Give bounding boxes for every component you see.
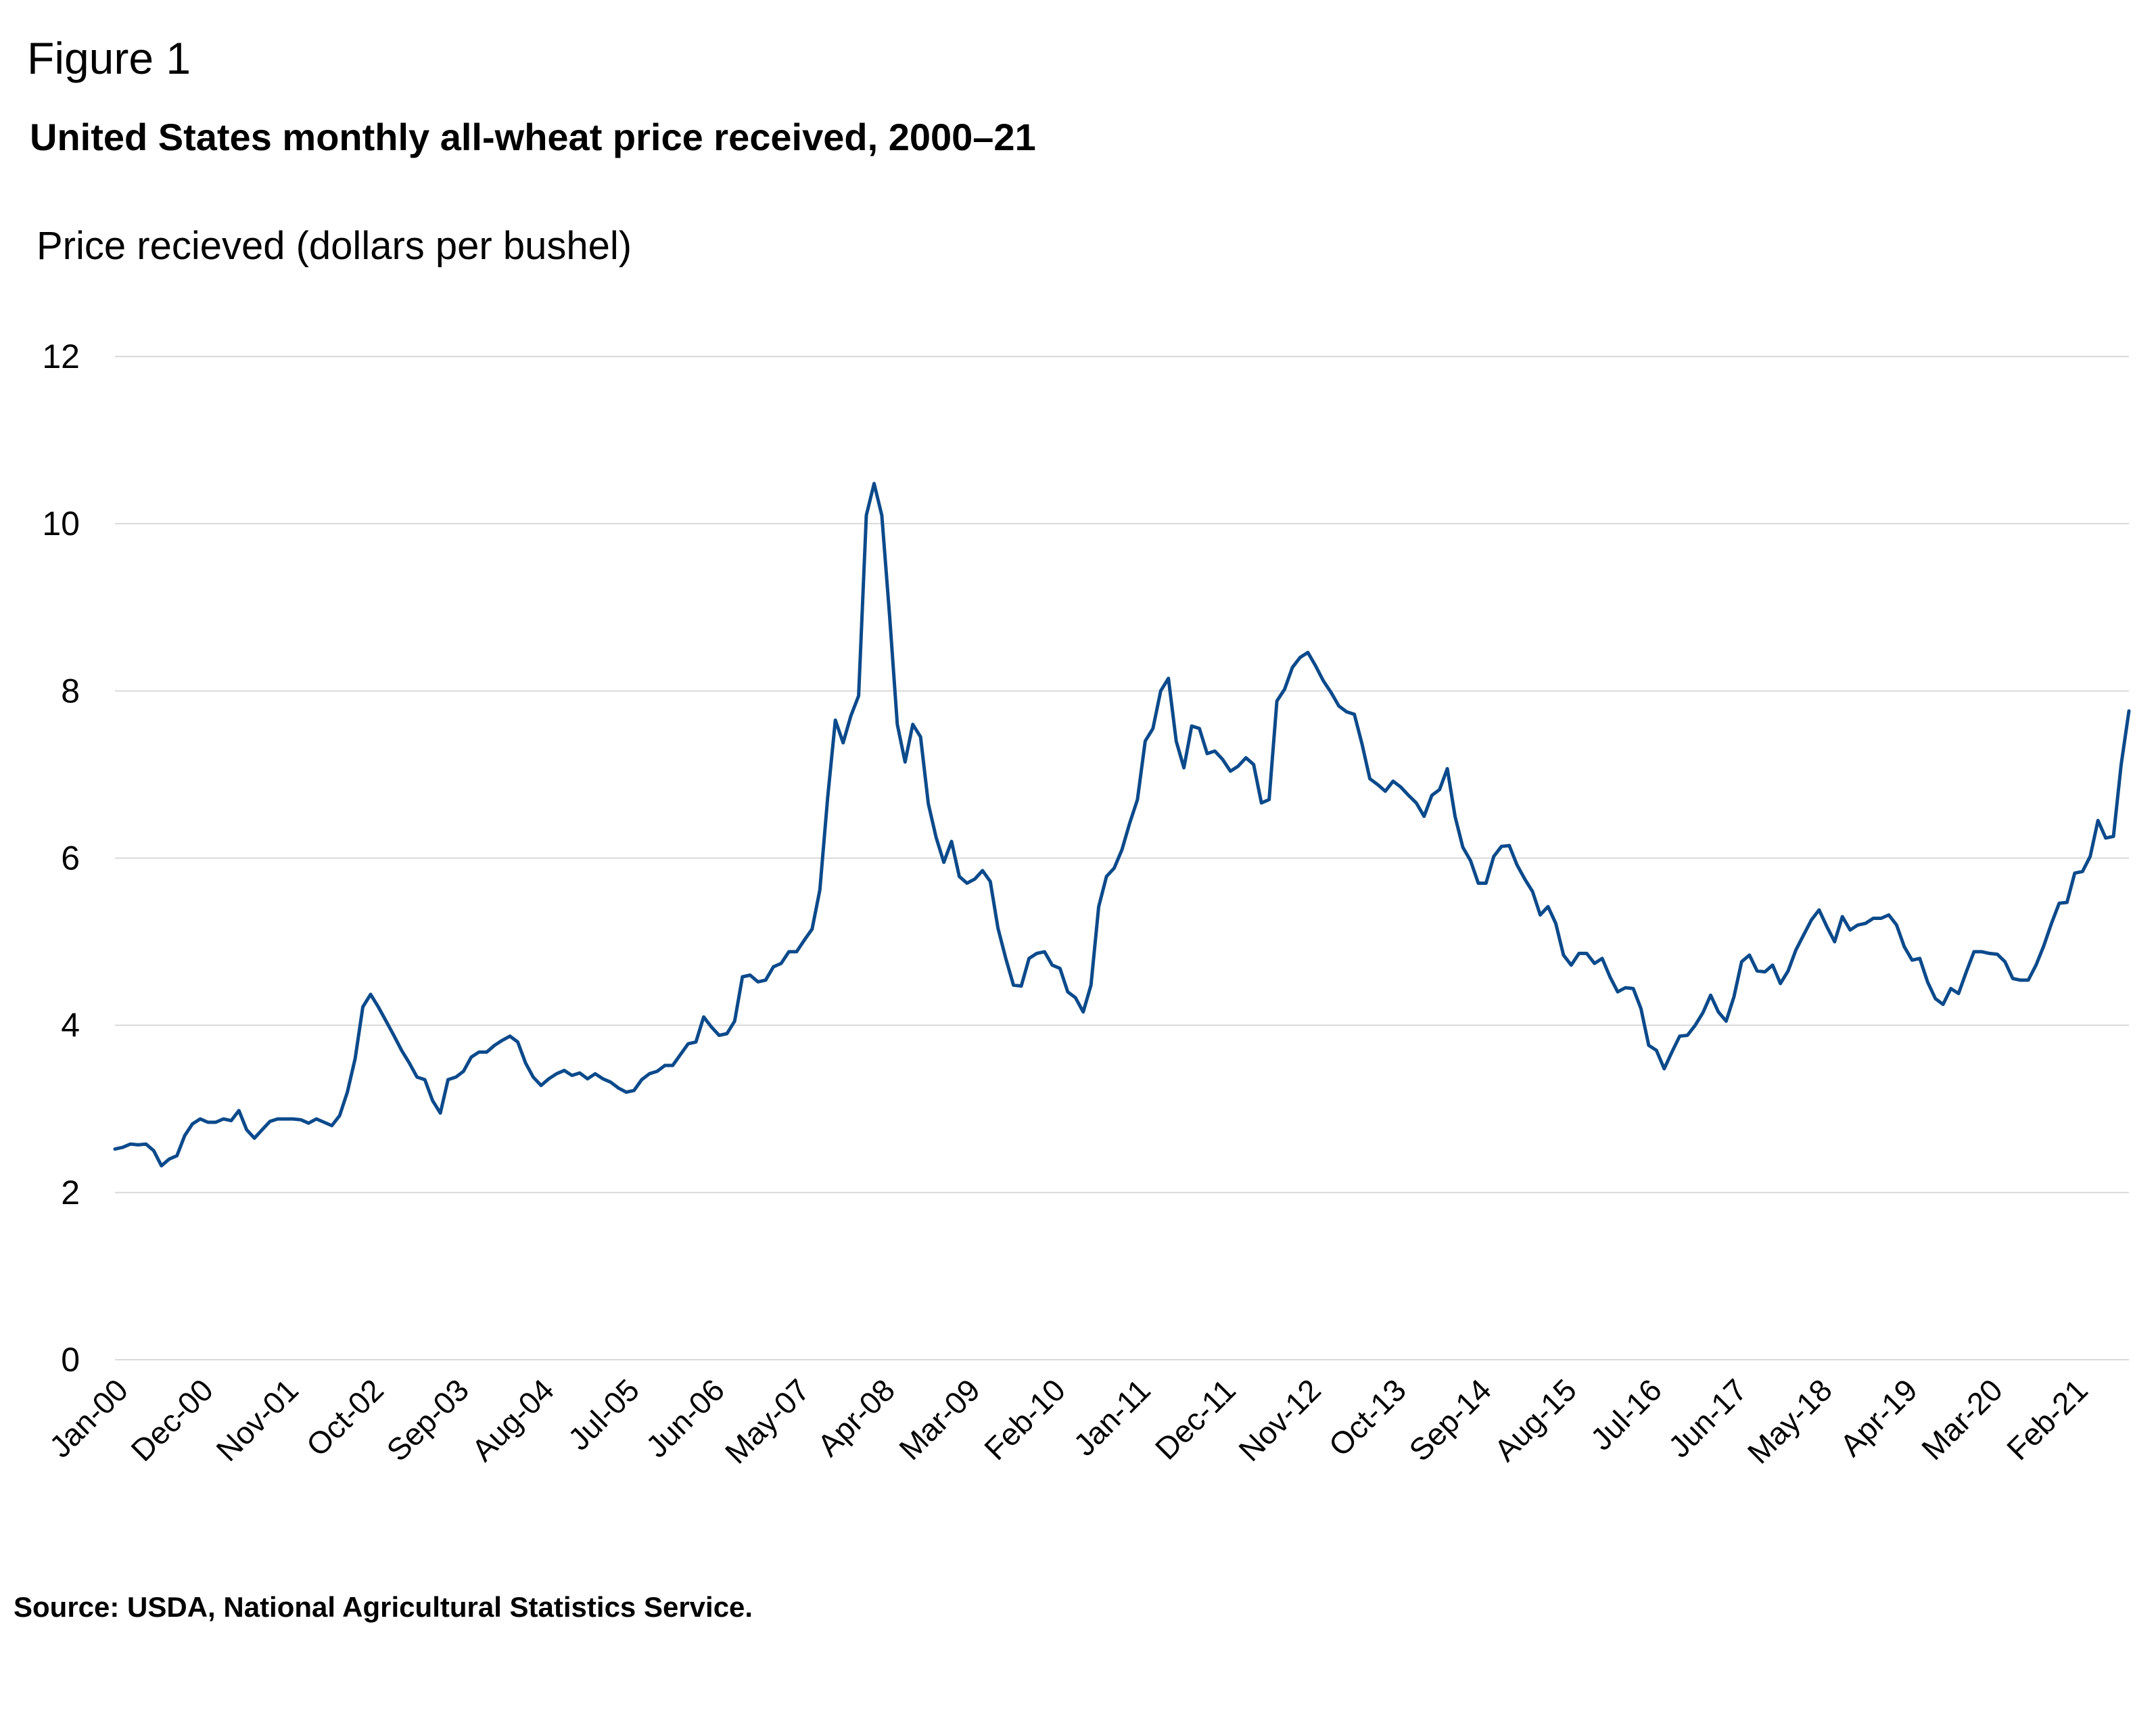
- x-tick-label: Oct-02: [300, 1372, 390, 1463]
- x-tick-label: Feb-21: [2000, 1372, 2094, 1467]
- x-tick-label: Oct-13: [1322, 1372, 1413, 1463]
- y-axis-ticks: 0 2 4 6 8 10 12: [42, 338, 80, 1379]
- source-note: Source: USDA, National Agricultural Stat…: [14, 1591, 753, 1623]
- y-tick-label: 6: [61, 840, 80, 877]
- x-tick-label: Aug-15: [1487, 1372, 1583, 1468]
- x-tick-label: Jul-16: [1584, 1372, 1668, 1456]
- x-tick-label: Dec-11: [1148, 1372, 1242, 1466]
- x-tick-label: Dec-00: [124, 1372, 220, 1468]
- x-tick-label: Mar-09: [892, 1372, 987, 1467]
- y-tick-label: 8: [61, 672, 80, 710]
- y-tick-label: 4: [61, 1007, 80, 1044]
- chart-title: United States monthly all-wheat price re…: [30, 116, 1036, 158]
- x-tick-label: Jun-17: [1662, 1372, 1754, 1464]
- series-layer: [113, 482, 2131, 1168]
- x-tick-label: Sep-03: [379, 1372, 475, 1468]
- x-tick-label: Feb-10: [977, 1372, 1072, 1467]
- y-tick-label: 0: [61, 1341, 80, 1379]
- y-tick-label: 2: [61, 1174, 80, 1212]
- y-axis-label: Price recieved (dollars per bushel): [37, 224, 632, 268]
- x-tick-label: May-07: [718, 1372, 816, 1470]
- x-tick-label: Mar-20: [1915, 1372, 2009, 1467]
- x-tick-label: May-18: [1741, 1372, 1839, 1470]
- y-tick-label: 10: [42, 505, 80, 543]
- gridlines: [115, 356, 2129, 1193]
- x-tick-label: Aug-04: [465, 1372, 561, 1468]
- x-tick-label: Jun-06: [639, 1372, 731, 1464]
- x-tick-label: Jul-05: [561, 1372, 646, 1456]
- x-tick-label: Nov-01: [209, 1372, 305, 1468]
- x-tick-label: Jan-11: [1067, 1372, 1157, 1463]
- y-tick-label: 12: [42, 338, 80, 375]
- x-tick-label: Apr-19: [1833, 1372, 1924, 1463]
- series-line: [113, 482, 2131, 1168]
- x-tick-label: Jan-00: [43, 1372, 135, 1464]
- x-tick-label: Nov-12: [1232, 1372, 1328, 1468]
- x-tick-label: Apr-08: [811, 1372, 901, 1463]
- x-tick-label: Sep-14: [1402, 1372, 1498, 1468]
- figure-label: Figure 1: [27, 33, 191, 83]
